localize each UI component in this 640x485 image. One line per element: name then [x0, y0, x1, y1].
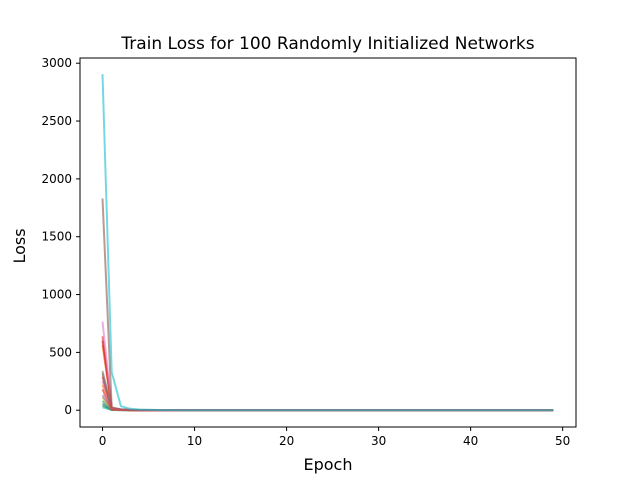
x-axis-title: Epoch	[304, 455, 353, 474]
series-line	[101, 372, 554, 412]
series-layer	[101, 74, 554, 412]
y-tick-label: 2500	[41, 114, 72, 128]
series-line	[101, 198, 554, 412]
series-line	[101, 370, 554, 412]
x-tick-label: 0	[99, 434, 107, 448]
series-line	[101, 340, 554, 412]
series-line	[101, 345, 554, 412]
y-axis-title: Loss	[10, 228, 29, 263]
series-line	[101, 321, 554, 412]
series-line	[101, 376, 554, 412]
series-line	[101, 380, 554, 412]
series-line	[101, 384, 554, 412]
y-tick-label: 0	[64, 403, 72, 417]
plot-frame	[79, 57, 577, 428]
series-line	[101, 394, 554, 412]
y-tick-label: 2000	[41, 172, 72, 186]
x-tick-label: 40	[463, 434, 478, 448]
x-tick-label: 10	[187, 434, 202, 448]
chart-title: Train Loss for 100 Randomly Initialized …	[120, 34, 534, 54]
x-tick-label: 50	[555, 434, 570, 448]
y-tick-label: 1500	[41, 230, 72, 244]
x-tick-label: 30	[371, 434, 386, 448]
y-tick-label: 1000	[41, 288, 72, 302]
y-tick-label: 500	[49, 345, 72, 359]
series-line	[101, 74, 554, 412]
series-line	[101, 336, 554, 412]
series-line	[101, 396, 554, 412]
series-line	[101, 388, 554, 412]
x-tick-label: 20	[279, 434, 294, 448]
y-tick-label: 3000	[41, 56, 72, 70]
series-line	[101, 400, 554, 412]
